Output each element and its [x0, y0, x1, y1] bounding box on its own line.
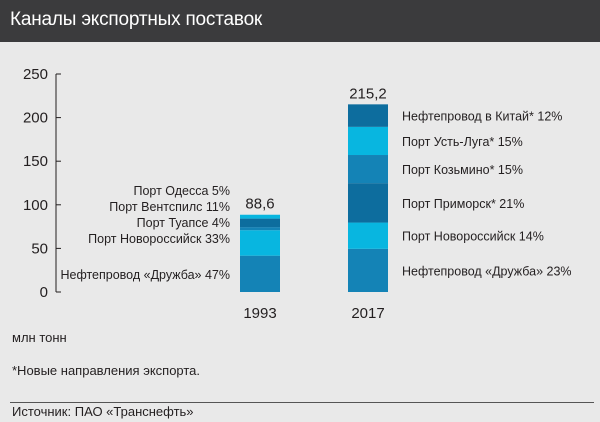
- y-tick-label: 200: [23, 110, 48, 127]
- source-note: Источник: ПАО «Транснефть»: [12, 404, 194, 419]
- segment-label: Порт Туапсе 4%: [137, 216, 230, 230]
- bar-segment: [348, 155, 388, 184]
- bar-total-label: 215,2: [349, 85, 387, 102]
- bar-segment: [348, 104, 388, 127]
- y-tick-label: 50: [31, 240, 48, 257]
- y-tick-label: 0: [40, 284, 48, 301]
- segment-label: Порт Новороссийск 33%: [88, 232, 230, 246]
- footnote: *Новые направления экспорта.: [12, 363, 201, 378]
- bar-total-label: 88,6: [245, 196, 274, 213]
- bar-segment: [348, 126, 388, 156]
- chart-header: Каналы экспортных поставок: [0, 0, 600, 42]
- chart-title: Каналы экспортных поставок: [10, 9, 263, 30]
- source-divider: [10, 402, 594, 403]
- unit-label: млн тонн: [12, 330, 67, 345]
- bar-segment: [240, 227, 280, 231]
- y-tick-label: 250: [23, 66, 48, 83]
- bar-segment: [348, 183, 388, 223]
- segment-label: Порт Одесса 5%: [134, 184, 231, 198]
- x-category-label: 1993: [243, 305, 276, 322]
- segment-label: Порт Усть-Луга* 15%: [402, 135, 523, 149]
- bar-segment: [240, 218, 280, 228]
- segment-label: Порт Вентспилс 11%: [109, 200, 230, 214]
- bar-segment: [240, 214, 280, 219]
- bar-segment: [240, 230, 280, 256]
- bar-segment: [348, 222, 388, 249]
- bar-segment: [240, 255, 280, 292]
- segment-label: Нефтепровод «Дружба» 23%: [402, 264, 572, 278]
- segment-label: Нефтепровод «Дружба» 47%: [60, 268, 230, 282]
- segment-label: Порт Приморск* 21%: [402, 197, 524, 211]
- segment-label: Порт Козьмино* 15%: [402, 163, 523, 177]
- x-category-label: 2017: [351, 305, 384, 322]
- y-tick-label: 100: [23, 197, 48, 214]
- segment-label: Порт Новороссийск 14%: [402, 230, 544, 244]
- stacked-bar-chart: 0 50 100 150 200 250 Нефтепровод «Дружба» 47% П…: [23, 66, 572, 322]
- y-tick-label: 150: [23, 153, 48, 170]
- segment-label: Нефтепровод в Китай* 12%: [402, 110, 562, 124]
- bar-segment: [348, 248, 388, 292]
